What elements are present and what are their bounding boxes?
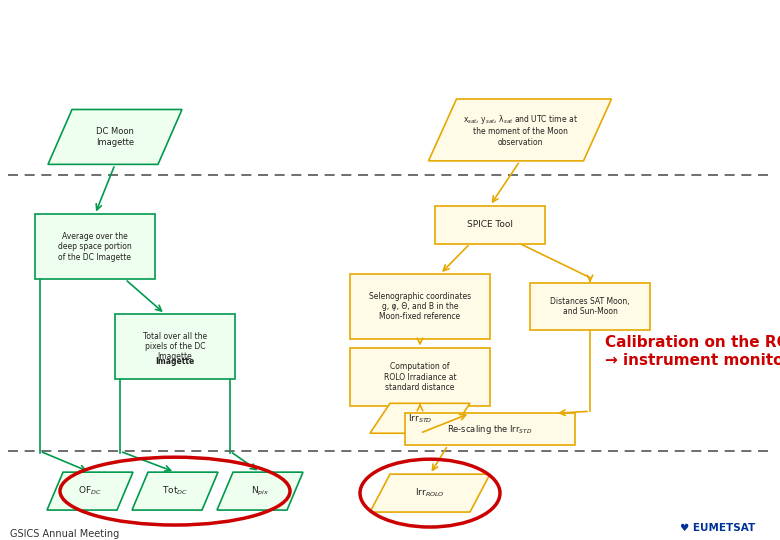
Text: Average over the
deep space portion
of the DC Imagette: Average over the deep space portion of t…: [58, 232, 132, 261]
Text: DC Moon
Imagette: DC Moon Imagette: [96, 127, 134, 147]
Polygon shape: [47, 472, 133, 510]
Text: GSICS Annual Meeting
Darmstadt  24-28 March 2014: GSICS Annual Meeting Darmstadt 24-28 Mar…: [10, 529, 158, 540]
Polygon shape: [405, 413, 575, 445]
Polygon shape: [428, 99, 612, 161]
Polygon shape: [35, 214, 155, 279]
Text: Tot$_{DC}$: Tot$_{DC}$: [162, 485, 188, 497]
Text: Imagette: Imagette: [155, 357, 195, 366]
Polygon shape: [217, 472, 303, 510]
Text: N$_{pix}$: N$_{pix}$: [251, 484, 269, 498]
Text: OF$_{DC}$: OF$_{DC}$: [78, 485, 102, 497]
Text: Selenographic coordinates
g, φ, Θ, and B in the
Moon-fixed reference: Selenographic coordinates g, φ, Θ, and B…: [369, 292, 471, 321]
Text: Calibration on the ROLO scale
→ instrument monitoring: Calibration on the ROLO scale → instrume…: [605, 335, 780, 368]
Text: Re-scaling the Irr$_{STD}$: Re-scaling the Irr$_{STD}$: [447, 423, 533, 436]
Text: The Lunar Calibration Prototype: The Lunar Calibration Prototype: [14, 21, 393, 41]
Polygon shape: [350, 348, 490, 406]
Polygon shape: [435, 206, 545, 244]
Text: x$_{sat}$, y$_{sat}$, λ$_{sat}$ and UTC time at
the moment of the Moon
observati: x$_{sat}$, y$_{sat}$, λ$_{sat}$ and UTC …: [463, 113, 577, 147]
Text: Total over all the
pixels of the DC
Imagette: Total over all the pixels of the DC Imag…: [143, 332, 207, 361]
Polygon shape: [530, 282, 650, 330]
Text: Irr$_{ROLO}$: Irr$_{ROLO}$: [415, 487, 445, 500]
Polygon shape: [115, 314, 235, 379]
Text: Irr$_{STD}$: Irr$_{STD}$: [408, 412, 432, 424]
Text: Computation of
ROLO Irradiance at
standard distance: Computation of ROLO Irradiance at standa…: [384, 362, 456, 392]
Text: ♥ EUMETSAT: ♥ EUMETSAT: [679, 523, 755, 533]
Polygon shape: [48, 110, 182, 164]
Polygon shape: [350, 274, 490, 339]
Text: Distances SAT Moon,
and Sun-Moon: Distances SAT Moon, and Sun-Moon: [550, 297, 629, 316]
Polygon shape: [370, 403, 470, 433]
Polygon shape: [132, 472, 218, 510]
Polygon shape: [370, 474, 490, 512]
Text: SPICE Tool: SPICE Tool: [467, 220, 513, 229]
